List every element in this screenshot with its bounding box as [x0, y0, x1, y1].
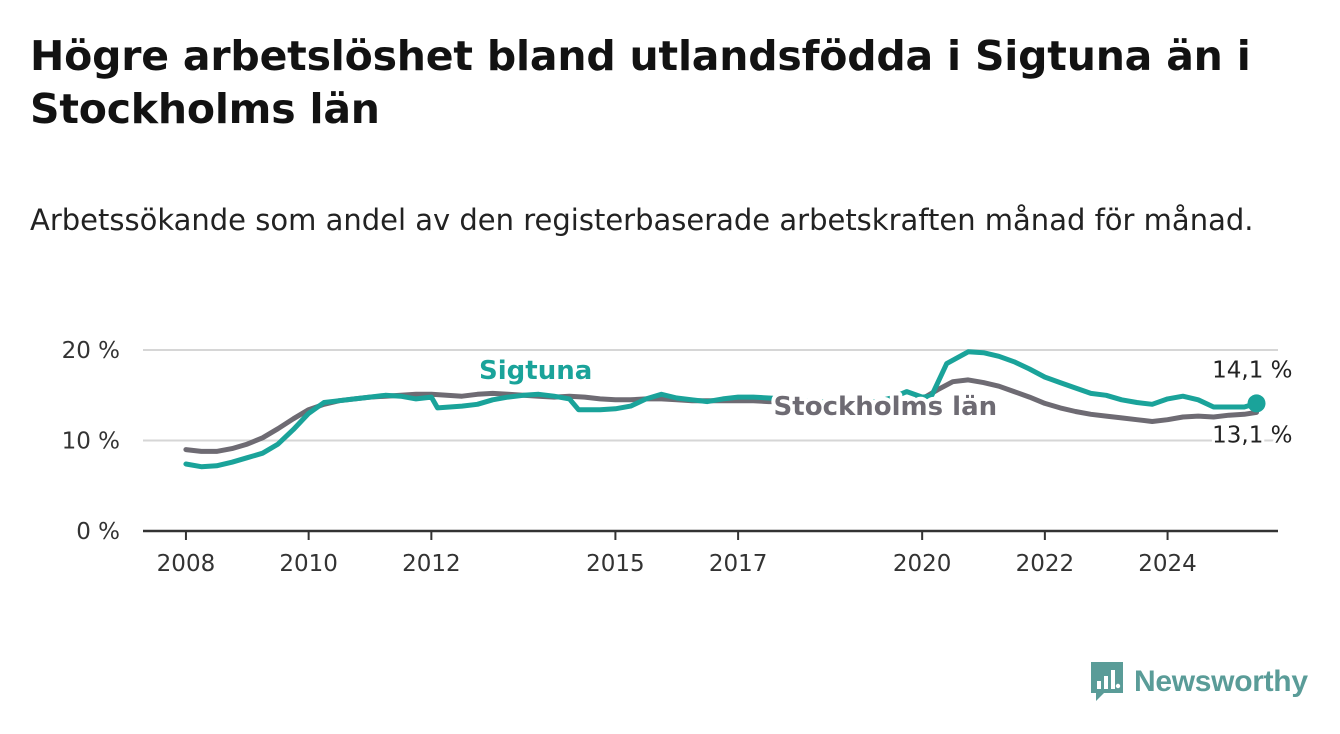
y-tick-label: 20 % [62, 338, 120, 364]
y-tick-label: 10 % [62, 429, 120, 455]
end-point-marker [1247, 394, 1266, 413]
x-tick-label: 2010 [279, 551, 338, 577]
x-tick-label: 2017 [709, 551, 768, 577]
brand-logo: Newsworthy [1088, 660, 1308, 704]
chart-subtitle: Arbetssökande som andel av den registerb… [30, 203, 1254, 237]
end-value-label: 14,1 % [1212, 357, 1292, 383]
x-tick-label: 2020 [893, 551, 952, 577]
grid-layer [143, 349, 1278, 442]
x-tick-label: 2012 [402, 551, 461, 577]
x-tick-label: 2008 [157, 551, 216, 577]
line-chart: 0 % 10 % 20 % 2008 2010 2012 2015 2017 2020 2022 2… [61, 338, 1296, 577]
series-layer [183, 349, 1259, 470]
series-name-label: Stockholms län [774, 392, 998, 422]
chart-title: Högre arbetslöshet bland utlandsfödda i … [30, 32, 1251, 133]
y-tick-label: 0 % [76, 519, 120, 545]
series-line-sigtuna [183, 349, 1259, 470]
x-tick-label: 2015 [586, 551, 645, 577]
brand-name: Newsworthy [1134, 665, 1308, 698]
newsworthy-chart-icon [1091, 662, 1123, 701]
axis-layer: 0 % 10 % 20 % 2008 2010 2012 2015 2017 2020 2022 2… [62, 338, 1278, 577]
series-name-label: Sigtuna [479, 356, 592, 386]
end-value-label: 13,1 % [1212, 422, 1292, 448]
x-tick-label: 2024 [1138, 551, 1197, 577]
label-layer: 13,1 % 14,1 % Stockholms län Sigtuna [475, 352, 1296, 451]
x-tick-label: 2022 [1016, 551, 1075, 577]
